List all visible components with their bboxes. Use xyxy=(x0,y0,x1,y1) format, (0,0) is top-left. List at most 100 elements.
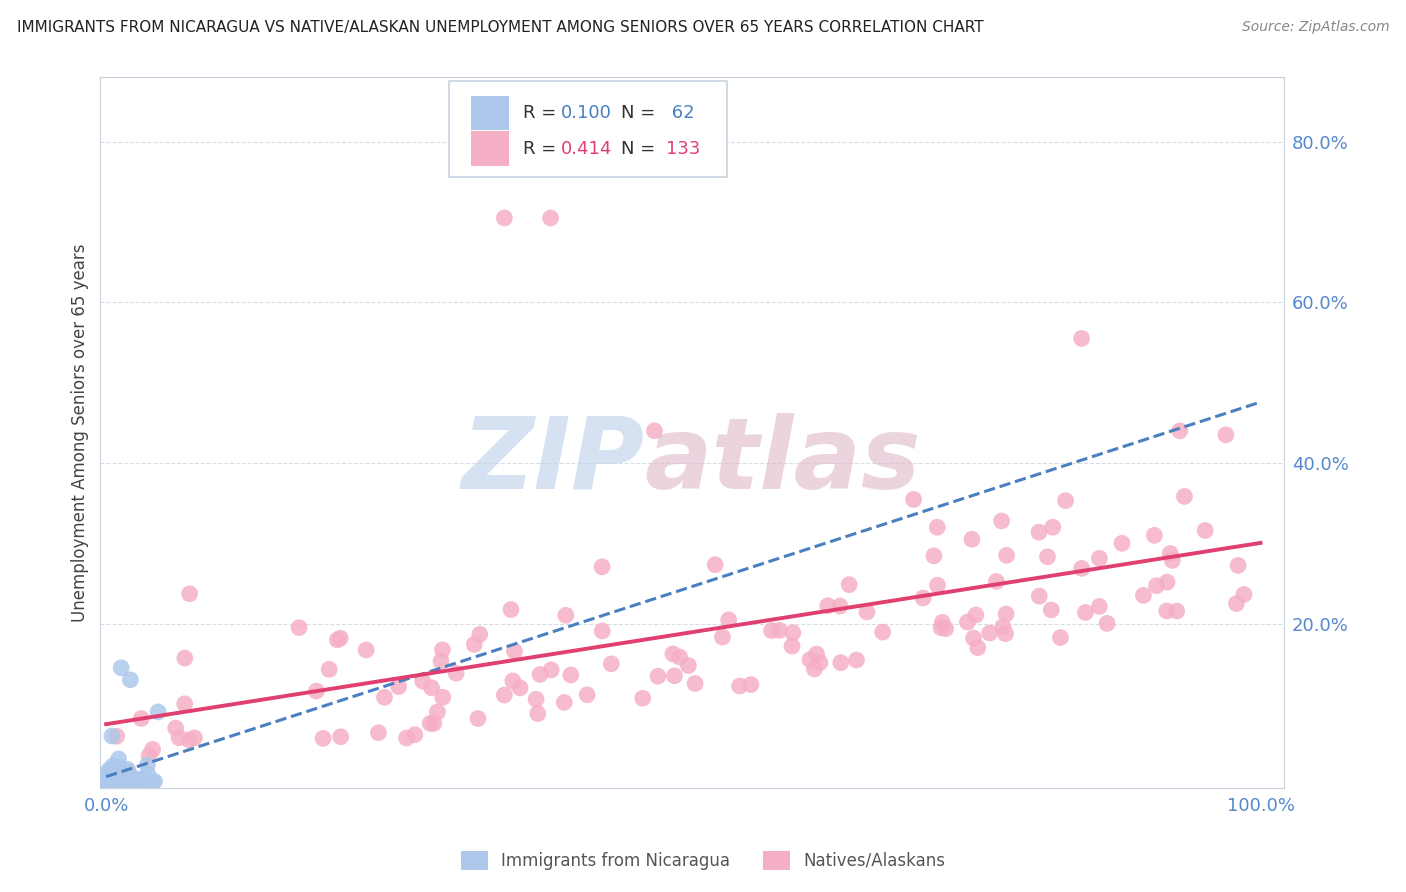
Point xyxy=(118,773,141,788)
Point xyxy=(96,773,118,788)
Point xyxy=(817,599,839,613)
Point xyxy=(412,673,434,688)
Point xyxy=(554,608,576,623)
Point xyxy=(1194,524,1216,538)
Point xyxy=(96,775,118,789)
Text: N =: N = xyxy=(621,139,661,158)
Point xyxy=(105,773,128,788)
Point xyxy=(509,681,531,695)
Point xyxy=(761,624,783,638)
Text: 0.100: 0.100 xyxy=(561,104,612,122)
Point xyxy=(494,688,516,702)
FancyBboxPatch shape xyxy=(471,131,509,166)
Text: R =: R = xyxy=(523,104,562,122)
Point xyxy=(922,549,945,563)
Point xyxy=(799,653,821,667)
Text: N =: N = xyxy=(621,104,661,122)
Point xyxy=(995,607,1018,621)
Point xyxy=(395,731,418,745)
Point xyxy=(1028,525,1050,540)
Point xyxy=(1168,424,1191,438)
Point xyxy=(965,607,987,622)
Point xyxy=(995,549,1018,563)
Point xyxy=(173,697,195,711)
Point xyxy=(100,773,122,788)
Point xyxy=(373,690,395,705)
Point xyxy=(782,625,804,640)
Point xyxy=(1156,604,1178,618)
Point xyxy=(1074,606,1097,620)
Point xyxy=(146,705,169,719)
Point xyxy=(101,759,124,773)
Point xyxy=(329,631,352,645)
Point xyxy=(643,424,665,438)
Point xyxy=(127,775,149,789)
Point xyxy=(931,615,953,630)
Y-axis label: Unemployment Among Seniors over 65 years: Unemployment Among Seniors over 65 years xyxy=(72,244,89,622)
Point xyxy=(540,211,562,225)
Point xyxy=(101,771,124,785)
Point xyxy=(838,577,860,591)
Point xyxy=(664,669,686,683)
Point xyxy=(524,692,547,706)
Point xyxy=(420,681,443,695)
Point xyxy=(979,626,1001,640)
Point xyxy=(97,767,120,781)
Point xyxy=(600,657,623,671)
Point xyxy=(101,772,124,787)
Point xyxy=(108,767,131,781)
Text: 0.414: 0.414 xyxy=(561,139,612,158)
Point xyxy=(367,725,389,739)
Point xyxy=(929,621,952,635)
Point xyxy=(100,766,122,780)
Point xyxy=(828,599,851,613)
Point xyxy=(134,777,156,791)
Point xyxy=(503,644,526,658)
Point xyxy=(115,774,138,789)
Point xyxy=(1040,603,1063,617)
Point xyxy=(468,627,491,641)
Point xyxy=(107,764,129,778)
Point xyxy=(108,776,131,790)
Point xyxy=(96,769,118,783)
Point xyxy=(98,777,121,791)
Point xyxy=(122,772,145,786)
Point xyxy=(631,691,654,706)
Point xyxy=(100,763,122,777)
Point xyxy=(728,679,751,693)
Point xyxy=(768,624,790,638)
Point xyxy=(105,762,128,776)
Point xyxy=(183,731,205,745)
Text: 133: 133 xyxy=(666,139,700,158)
Point xyxy=(1088,551,1111,566)
Point xyxy=(806,647,828,661)
Point xyxy=(683,676,706,690)
Point xyxy=(142,775,165,789)
FancyBboxPatch shape xyxy=(450,81,727,177)
Point xyxy=(830,656,852,670)
Point xyxy=(994,626,1017,640)
Point xyxy=(678,658,700,673)
Point xyxy=(1159,547,1181,561)
Point xyxy=(129,711,152,725)
Point xyxy=(136,758,159,772)
Point xyxy=(463,637,485,651)
Point xyxy=(329,730,352,744)
Point xyxy=(142,742,165,756)
Point xyxy=(404,728,426,742)
Point xyxy=(173,651,195,665)
Point xyxy=(803,662,825,676)
Point xyxy=(960,533,983,547)
Point xyxy=(494,211,516,225)
Point xyxy=(845,653,868,667)
Point xyxy=(100,764,122,779)
Point xyxy=(553,695,575,709)
Point xyxy=(662,647,685,661)
Point xyxy=(430,654,453,668)
Text: IMMIGRANTS FROM NICARAGUA VS NATIVE/ALASKAN UNEMPLOYMENT AMONG SENIORS OVER 65 Y: IMMIGRANTS FROM NICARAGUA VS NATIVE/ALAS… xyxy=(17,20,984,35)
Point xyxy=(103,773,125,788)
Point xyxy=(1143,528,1166,542)
Point xyxy=(97,768,120,782)
Point xyxy=(111,769,134,783)
Point xyxy=(1088,599,1111,614)
